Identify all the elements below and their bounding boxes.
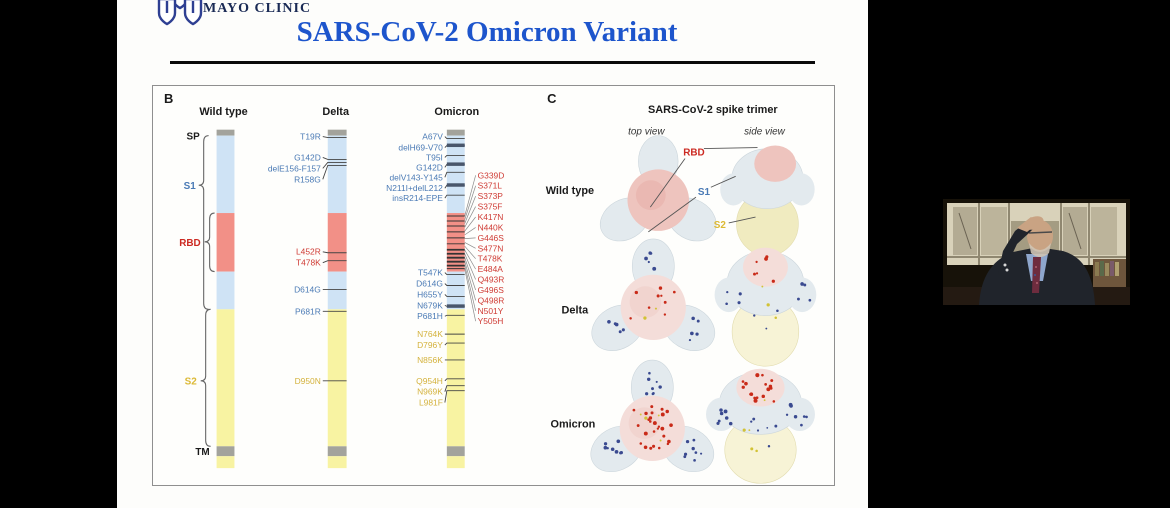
mutation-label: L981F xyxy=(419,398,443,408)
mutation-label: Q954H xyxy=(416,376,443,386)
side-view-label: side view xyxy=(744,127,786,138)
spike-top-view-delta xyxy=(591,238,716,351)
region-label-s1: S1 xyxy=(184,181,197,192)
annotation-lines xyxy=(648,147,758,233)
mutation-label: G339D xyxy=(478,170,505,180)
column-omicron: Omicron xyxy=(434,106,479,118)
spike-side-view-wt xyxy=(720,145,815,257)
mutation-label: S477N xyxy=(478,243,504,253)
mutation-label: G142D xyxy=(416,162,443,172)
mutation-label: N501Y xyxy=(478,306,504,316)
speaker-scene xyxy=(943,199,1130,305)
panel-b-label: B xyxy=(164,91,173,106)
mutation-label: N969K xyxy=(417,387,443,397)
mutation-label: R158G xyxy=(294,174,321,184)
column-delta: Delta xyxy=(322,106,350,118)
mutation-label: delE156-F157 xyxy=(268,163,321,173)
annotation-s1: S1 xyxy=(698,187,711,198)
mutation-label: Q493R xyxy=(478,275,505,285)
speaker-person xyxy=(979,216,1095,305)
spike-side-view-omicron xyxy=(705,368,815,484)
region-label-sp: SP xyxy=(186,132,200,143)
mutation-label: D614G xyxy=(416,278,443,288)
mutation-label: P681H xyxy=(417,311,443,321)
mutation-label: Q498R xyxy=(478,295,505,305)
mutation-label: G496S xyxy=(478,285,505,295)
slide-title: SARS-CoV-2 Omicron Variant xyxy=(296,16,678,48)
panel-c-label: C xyxy=(547,91,556,106)
mutation-label: N211I+delL212 xyxy=(386,183,443,193)
title-underline xyxy=(170,61,815,64)
mutation-label: N764K xyxy=(417,329,443,339)
mutation-label: N856K xyxy=(417,355,443,365)
mutation-label: S375F xyxy=(478,202,503,212)
mutation-label: K417N xyxy=(478,212,504,222)
mayo-clinic-logo xyxy=(145,0,405,33)
mutation-label: Y505H xyxy=(478,316,504,326)
region-label-s2: S2 xyxy=(185,377,198,388)
spike-side-view-delta xyxy=(714,247,817,367)
mutation-label: L452R xyxy=(296,247,321,257)
bar-delta xyxy=(327,129,347,469)
mutation-label: D614G xyxy=(294,284,321,294)
row-wild-type: Wild type xyxy=(546,185,594,197)
spike-mutation-figure: B Wild type Delta Omicron SP S1 RBD S2 T… xyxy=(164,91,817,484)
mutation-label: delH69-V70 xyxy=(398,143,443,153)
mutation-label: D950N xyxy=(295,376,321,386)
mutation-label: T95I xyxy=(426,152,443,162)
mutation-label: insR214-EPE xyxy=(392,193,443,203)
row-omicron: Omicron xyxy=(550,418,595,430)
mutation-label: S373P xyxy=(478,191,504,201)
webcam-video[interactable] xyxy=(943,199,1130,305)
spike-domain-bars xyxy=(216,129,465,469)
row-delta: Delta xyxy=(562,304,590,316)
mutation-label: A67V xyxy=(422,132,443,142)
spike-structures xyxy=(590,135,817,484)
mutation-label: E484A xyxy=(478,264,504,274)
mutation-label: T478K xyxy=(296,258,321,268)
annotation-rbd: RBD xyxy=(683,147,704,158)
mutation-label: T478K xyxy=(478,254,503,264)
column-wild-type: Wild type xyxy=(199,106,247,118)
mutation-label: P681R xyxy=(295,306,321,316)
annotation-s2: S2 xyxy=(714,220,727,231)
mutation-label: G446S xyxy=(478,233,505,243)
mutation-annotations: T19RG142DdelE156-F157R158GL452RT478KD614… xyxy=(268,132,504,408)
region-label-tm: TM xyxy=(195,447,209,458)
mutation-label: D796Y xyxy=(417,340,443,350)
mutation-label: T19R xyxy=(300,132,321,142)
mutation-label: S371L xyxy=(478,181,503,191)
region-braces xyxy=(198,135,215,447)
bar-omicron xyxy=(446,129,465,469)
mutation-label: T547K xyxy=(418,268,443,278)
mutation-label: N679K xyxy=(417,300,443,310)
region-label-rbd: RBD xyxy=(179,238,200,249)
figure-box: B Wild type Delta Omicron SP S1 RBD S2 T… xyxy=(152,85,835,486)
mutation-label: G142D xyxy=(294,152,321,162)
mutation-label: N440K xyxy=(478,222,504,232)
mayo-shields-icon xyxy=(157,0,203,26)
mutation-label: H655Y xyxy=(417,289,443,299)
bar-wild-type xyxy=(216,129,235,469)
mayo-clinic-wordmark: MAYO CLINIC xyxy=(203,1,312,16)
spike-top-view-omicron xyxy=(590,359,715,473)
top-view-label: top view xyxy=(628,127,665,138)
presentation-slide: MAYO CLINIC SARS-CoV-2 Omicron Variant B… xyxy=(117,0,868,508)
panel-c-title: SARS-CoV-2 spike trimer xyxy=(648,104,778,116)
spike-top-view-wt xyxy=(599,135,717,242)
mutation-label: delV143-Y145 xyxy=(389,172,443,182)
